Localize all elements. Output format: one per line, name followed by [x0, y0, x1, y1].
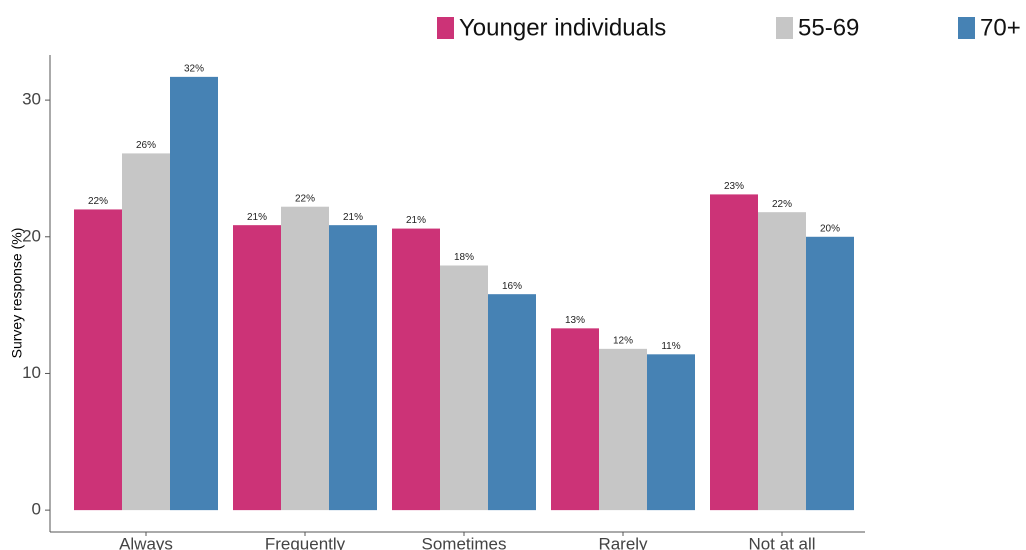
value-label: 22%	[772, 199, 792, 210]
x-tick-label: Not at all	[748, 534, 815, 550]
x-tick-label: Always	[119, 534, 173, 550]
value-label: 21%	[343, 212, 363, 223]
value-label: 16%	[502, 281, 522, 292]
y-axis-label: Survey response (%)	[9, 228, 25, 359]
bar	[488, 294, 536, 511]
value-label: 23%	[724, 181, 744, 192]
value-label: 26%	[136, 140, 156, 151]
bar	[551, 328, 599, 511]
y-tick-label: 20	[22, 226, 41, 245]
legend-label: Younger individuals	[459, 14, 666, 41]
bar	[806, 236, 854, 511]
value-label: 22%	[295, 193, 315, 204]
bar	[758, 212, 806, 511]
bar	[440, 265, 488, 511]
bar	[233, 225, 281, 511]
value-label: 12%	[613, 335, 633, 346]
bar	[74, 209, 122, 511]
bar	[170, 76, 218, 511]
bar	[122, 153, 170, 511]
x-tick-label: Frequently	[265, 534, 346, 550]
value-label: 20%	[820, 223, 840, 234]
value-label: 11%	[661, 341, 680, 352]
bar	[329, 225, 377, 511]
legend-label: 70+	[980, 14, 1021, 41]
value-label: 18%	[454, 252, 474, 263]
bar	[710, 194, 758, 511]
bar	[647, 354, 695, 511]
x-tick-label: Rarely	[598, 534, 648, 550]
y-tick-label: 10	[22, 363, 41, 382]
bar	[392, 228, 440, 511]
legend-swatch	[958, 17, 975, 39]
legend-swatch	[776, 17, 793, 39]
value-label: 21%	[406, 215, 426, 226]
legend-swatch	[437, 17, 454, 39]
bar	[599, 348, 647, 511]
x-tick-label: Sometimes	[421, 534, 506, 550]
bar	[281, 206, 329, 511]
y-tick-label: 0	[32, 500, 41, 519]
legend-label: 55-69	[798, 14, 859, 41]
value-label: 22%	[88, 196, 108, 207]
value-label: 32%	[184, 64, 204, 75]
value-label: 13%	[565, 315, 585, 326]
value-label: 21%	[247, 212, 267, 223]
y-tick-label: 30	[22, 90, 41, 109]
